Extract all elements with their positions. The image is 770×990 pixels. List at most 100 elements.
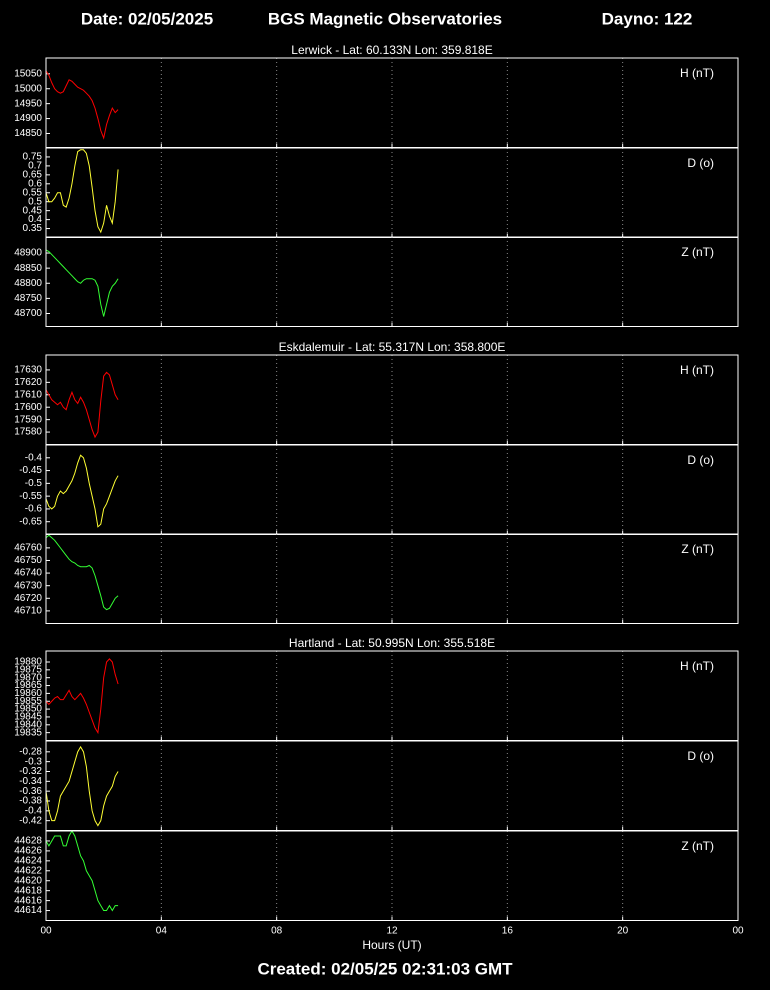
y-tick-label: 19845 <box>14 712 42 723</box>
y-tick-label: 19860 <box>14 688 42 699</box>
y-tick-label: 14850 <box>14 128 42 139</box>
y-tick-label: 0.5 <box>28 196 42 207</box>
component-label: Z (nT) <box>681 245 714 259</box>
panel-frame <box>45 533 739 624</box>
component-label: H (nT) <box>680 363 714 377</box>
y-tick-label: 15050 <box>14 68 42 79</box>
data-line <box>45 658 119 735</box>
y-tick-label: 46710 <box>14 606 42 617</box>
page-title: BGS Magnetic Observatories <box>268 9 502 28</box>
y-tick-label: 48900 <box>14 248 42 259</box>
y-tick-label: 0.35 <box>23 223 43 234</box>
station-title: Eskdalemuir - Lat: 55.317N Lon: 358.800E <box>279 340 506 354</box>
component-label: Z (nT) <box>681 839 714 853</box>
y-tick-label: -0.45 <box>19 465 42 476</box>
y-tick-label: 0.4 <box>28 214 42 225</box>
data-line <box>45 70 119 140</box>
y-tick-label: 48700 <box>14 308 42 319</box>
component-label: D (o) <box>687 156 714 170</box>
y-tick-label: 19880 <box>14 657 42 668</box>
y-tick-label: 46720 <box>14 593 42 604</box>
data-line <box>45 534 119 611</box>
x-tick-label: 12 <box>386 926 398 937</box>
y-tick-label: -0.34 <box>19 776 42 787</box>
y-tick-label: -0.4 <box>25 452 43 463</box>
y-tick-label: 46740 <box>14 568 42 579</box>
y-tick-label: 48850 <box>14 263 42 274</box>
y-tick-label: 19875 <box>14 664 42 675</box>
component-label: D (o) <box>687 453 714 467</box>
y-tick-label: 46730 <box>14 580 42 591</box>
y-tick-label: -0.28 <box>19 746 42 757</box>
y-tick-label: -0.55 <box>19 491 42 502</box>
y-tick-label: 19865 <box>14 680 42 691</box>
y-tick-label: -0.5 <box>25 478 43 489</box>
component-label: D (o) <box>687 749 714 763</box>
footer: Created: 02/05/25 02:31:03 GMT <box>257 959 513 978</box>
data-line <box>45 454 119 528</box>
y-tick-label: 0.6 <box>28 178 42 189</box>
y-tick-label: 0.65 <box>23 169 43 180</box>
x-tick-label: 04 <box>156 926 168 937</box>
x-tick-label: 20 <box>617 926 629 937</box>
y-tick-label: 46760 <box>14 543 42 554</box>
x-tick-label: 00 <box>40 926 52 937</box>
y-tick-label: 17620 <box>14 377 42 388</box>
y-tick-label: 19835 <box>14 727 42 738</box>
x-axis-label: Hours (UT) <box>362 938 421 952</box>
y-tick-label: 0.7 <box>28 161 42 172</box>
data-line <box>45 149 119 234</box>
y-tick-label: 17580 <box>14 427 42 438</box>
y-tick-label: 19840 <box>14 719 42 730</box>
data-line <box>45 830 119 912</box>
data-line <box>45 745 119 827</box>
y-tick-label: 19855 <box>14 696 42 707</box>
panel-frame <box>45 236 739 327</box>
y-tick-label: 44624 <box>14 855 42 866</box>
data-line <box>45 249 119 317</box>
y-tick-label: 14900 <box>14 113 42 124</box>
y-tick-label: -0.32 <box>19 766 42 777</box>
component-label: H (nT) <box>680 659 714 673</box>
x-tick-label: 08 <box>271 926 283 937</box>
y-tick-label: -0.6 <box>25 504 43 515</box>
y-tick-label: 44622 <box>14 865 42 876</box>
y-tick-label: -0.36 <box>19 786 42 797</box>
y-tick-label: -0.65 <box>19 516 42 527</box>
component-label: H (nT) <box>680 66 714 80</box>
y-tick-label: 15000 <box>14 83 42 94</box>
date: Date: 02/05/2025 <box>81 9 213 28</box>
y-tick-label: 19870 <box>14 672 42 683</box>
station-title: Hartland - Lat: 50.995N Lon: 355.518E <box>289 636 495 650</box>
y-tick-label: 44618 <box>14 885 42 896</box>
y-tick-label: 0.55 <box>23 187 43 198</box>
y-tick-label: 44626 <box>14 846 42 857</box>
y-tick-label: 0.75 <box>23 152 43 163</box>
y-tick-label: -0.38 <box>19 796 42 807</box>
y-tick-label: 17600 <box>14 402 42 413</box>
y-tick-label: 48750 <box>14 293 42 304</box>
dayno: Dayno: 122 <box>602 9 693 28</box>
x-tick-label: 16 <box>502 926 514 937</box>
y-tick-label: -0.3 <box>25 756 43 767</box>
y-tick-label: 19850 <box>14 704 42 715</box>
y-tick-label: 17630 <box>14 365 42 376</box>
y-tick-label: 44628 <box>14 836 42 847</box>
y-tick-label: 46750 <box>14 555 42 566</box>
y-tick-label: 17610 <box>14 389 42 400</box>
y-tick-label: 17590 <box>14 414 42 425</box>
station-title: Lerwick - Lat: 60.133N Lon: 359.818E <box>291 43 492 57</box>
y-tick-label: 44616 <box>14 895 42 906</box>
panel-frame <box>45 830 739 921</box>
y-tick-label: 0.45 <box>23 205 43 216</box>
x-tick-label: 00 <box>732 926 744 937</box>
y-tick-label: -0.42 <box>19 815 42 826</box>
y-tick-label: -0.4 <box>25 805 43 816</box>
y-tick-label: 48800 <box>14 278 42 289</box>
data-line <box>45 371 119 439</box>
y-tick-label: 14950 <box>14 98 42 109</box>
y-tick-label: 44620 <box>14 875 42 886</box>
component-label: Z (nT) <box>681 542 714 556</box>
y-tick-label: 44614 <box>14 905 42 916</box>
